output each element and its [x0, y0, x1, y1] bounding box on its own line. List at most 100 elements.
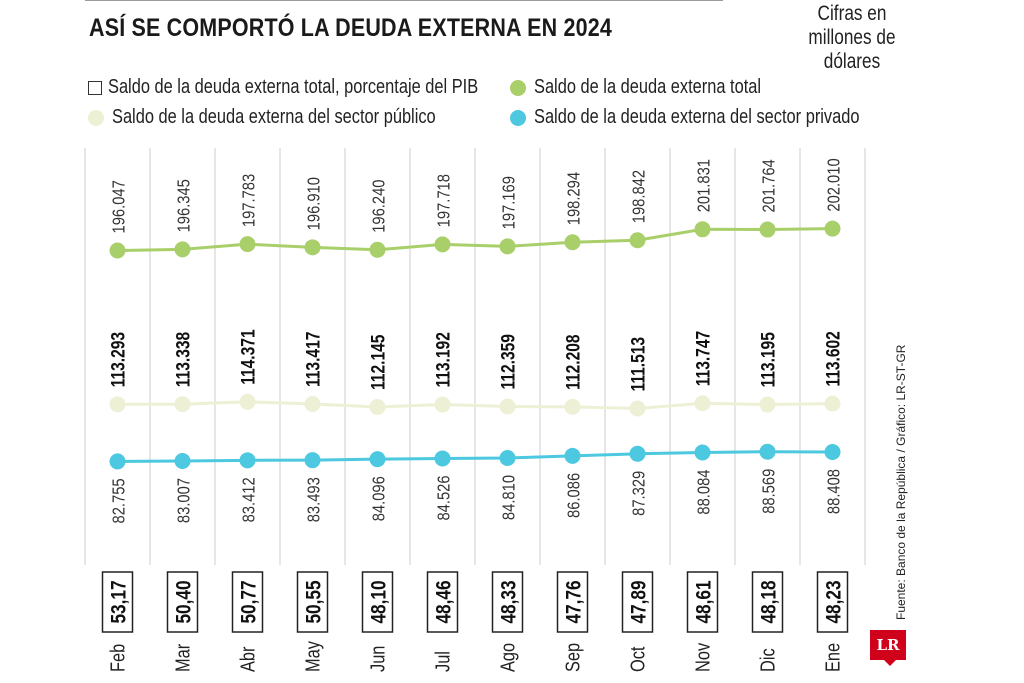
chart-title: ASÍ SE COMPORTÓ LA DEUDA EXTERNA EN 2024 [89, 14, 612, 42]
data-label-total: 196.345 [174, 179, 194, 232]
data-label-publico: 113.338 [172, 331, 194, 387]
data-label-publico: 112.208 [562, 334, 584, 390]
pib-value-label: 50,55 [303, 580, 326, 623]
data-label-publico: 113.602 [822, 331, 844, 386]
data-label-publico: 113.293 [107, 332, 129, 388]
lr-logo: LR [870, 630, 906, 666]
pib-value-label: 47,76 [563, 580, 586, 623]
data-label-privado: 84.096 [369, 476, 389, 521]
pib-box [296, 571, 329, 633]
pib-box [686, 571, 719, 633]
point-privado [109, 453, 126, 470]
pib-value-label: 47,89 [628, 580, 651, 623]
point-total [694, 221, 711, 238]
data-label-total: 202.010 [824, 158, 844, 211]
data-label-total: 196.240 [369, 180, 389, 233]
data-label-total: 197.783 [239, 174, 259, 227]
x-tick-label: Oct [626, 647, 649, 672]
point-privado [174, 452, 191, 469]
legend-label-total: Saldo de la deuda externa total [534, 76, 762, 98]
point-publico [109, 396, 126, 413]
series-line-privado [117, 450, 833, 463]
data-label-publico: 113.747 [692, 331, 714, 386]
data-label-privado: 86.086 [564, 473, 584, 518]
point-publico [694, 395, 711, 412]
data-label-privado: 84.526 [434, 475, 454, 520]
point-privado [369, 451, 386, 468]
point-privado [304, 452, 321, 469]
x-tick-label: Feb [106, 644, 129, 672]
legend-item-privado: Saldo de la deuda externa del sector pri… [510, 106, 931, 129]
legend-item-pib: Saldo de la deuda externa total, porcent… [88, 76, 559, 99]
point-publico [824, 395, 841, 412]
data-label-privado: 87.329 [629, 471, 649, 516]
point-privado [499, 449, 516, 466]
point-total [239, 236, 256, 253]
pib-value-label: 48,61 [693, 580, 716, 623]
x-tick-label: May [301, 640, 324, 672]
point-privado [759, 443, 776, 460]
x-tick-label: Jun [366, 646, 389, 672]
data-label-total: 197.718 [434, 174, 454, 227]
point-total [369, 241, 386, 258]
legend-box-swatch [88, 80, 102, 95]
point-total [629, 232, 646, 249]
point-total [564, 234, 581, 251]
pib-box [491, 571, 524, 633]
point-privado [434, 450, 451, 467]
point-privado [239, 452, 256, 469]
pib-box [556, 571, 589, 633]
pib-value-label: 53,17 [108, 580, 131, 623]
pib-box [751, 571, 784, 633]
pib-value-label: 48,33 [498, 580, 521, 623]
point-total [499, 238, 516, 255]
point-total [174, 241, 191, 258]
point-total [109, 242, 126, 259]
pib-value-label: 48,23 [823, 580, 846, 623]
point-publico [564, 398, 581, 415]
pib-value-label: 48,18 [758, 580, 781, 623]
series-line-publico [117, 400, 833, 410]
point-total [824, 220, 841, 237]
data-label-total: 201.764 [759, 159, 779, 212]
x-tick-label: Dic [756, 648, 779, 672]
top-rule [85, 0, 723, 1]
point-publico [174, 396, 191, 413]
point-publico [304, 396, 321, 413]
x-tick-label: Ene [821, 643, 844, 672]
pib-box [621, 571, 654, 633]
pib-box [816, 571, 849, 633]
point-publico [759, 396, 776, 413]
point-privado [564, 447, 581, 464]
units-note: Cifras en millones de dólares [808, 2, 896, 73]
data-label-privado: 82.755 [109, 478, 129, 523]
pib-box [361, 571, 394, 633]
data-label-total: 196.910 [304, 177, 324, 230]
legend-item-total: Saldo de la deuda externa total [510, 76, 811, 99]
data-label-publico: 112.359 [497, 334, 519, 390]
data-label-total: 198.294 [564, 172, 584, 225]
pib-value-label: 50,40 [173, 580, 196, 623]
point-publico [434, 396, 451, 413]
data-label-total: 198.842 [629, 170, 649, 223]
x-tick-label: Sep [561, 643, 584, 672]
pib-value-label: 48,10 [368, 580, 391, 623]
data-label-publico: 113.192 [432, 332, 454, 387]
x-tick-label: Jul [431, 651, 454, 672]
point-publico [239, 393, 256, 410]
point-total [304, 239, 321, 256]
legend-label-privado: Saldo de la deuda externa del sector pri… [534, 106, 860, 128]
data-label-privado: 83.412 [239, 477, 259, 522]
data-label-total: 196.047 [109, 180, 129, 233]
pib-box [231, 571, 264, 633]
data-label-privado: 88.408 [824, 469, 844, 514]
legend-label-publico: Saldo de la deuda externa del sector púb… [112, 106, 436, 128]
point-publico [369, 398, 386, 415]
legend-label-pib: Saldo de la deuda externa total, porcent… [108, 76, 479, 98]
x-tick-label: Ago [496, 643, 519, 672]
data-label-publico: 112.145 [367, 334, 389, 390]
data-label-publico: 114.371 [237, 329, 259, 385]
pib-box [101, 571, 134, 633]
pib-value-label: 50,77 [238, 580, 261, 623]
